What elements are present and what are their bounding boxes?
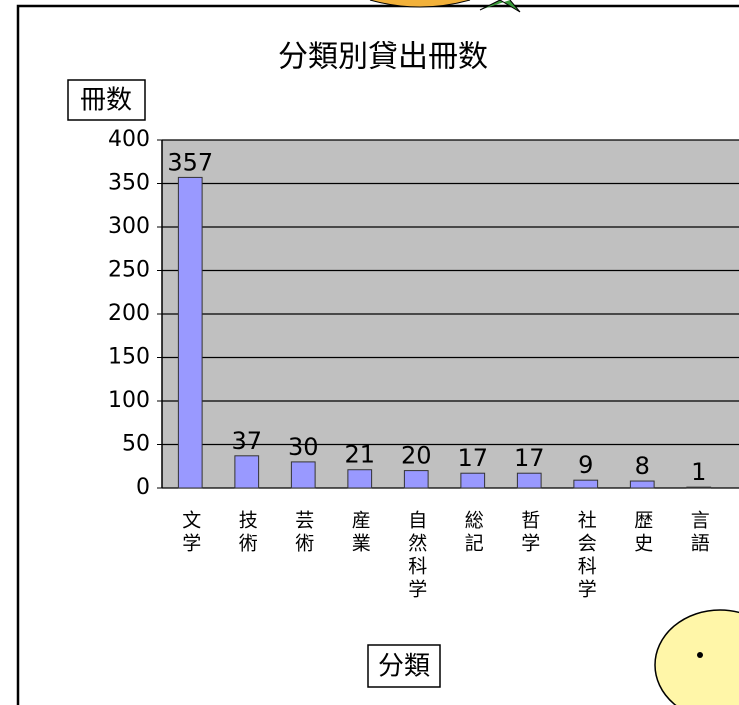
y-tick-label: 200	[108, 301, 150, 326]
chick-eye	[697, 652, 703, 658]
plot: 0 50 100 150 200 250 300 350 400 357 文学 37 技術 30 芸術 21 産…	[108, 127, 739, 602]
y-axis-label: 冊数	[80, 86, 132, 116]
data-label: 17	[514, 444, 545, 472]
data-label: 30	[288, 433, 319, 461]
leaf-decoration	[479, 0, 521, 13]
bar	[290, 461, 316, 489]
bar	[234, 455, 260, 489]
y-label-box	[67, 79, 146, 121]
data-label: 357	[167, 148, 213, 176]
carrot-decoration	[369, 0, 471, 8]
data-label: 21	[344, 441, 375, 469]
x-tick-label: 総記	[462, 510, 484, 556]
bar	[516, 472, 542, 489]
bar	[573, 479, 599, 489]
data-label: 17	[457, 444, 488, 472]
data-label: 8	[635, 452, 650, 480]
x-tick-label: 社会科学	[575, 510, 597, 602]
x-tick-label: 自然科学	[405, 510, 427, 602]
panel-border	[16, 4, 739, 705]
x-tick-label: 文学	[179, 510, 201, 556]
x-label-box	[367, 644, 441, 688]
data-label: 20	[401, 442, 432, 470]
y-tick-label: 400	[108, 127, 150, 152]
bar	[177, 176, 203, 489]
data-label: 9	[578, 451, 593, 479]
x-tick-label: 言語	[688, 510, 710, 556]
data-label: 1	[691, 458, 706, 486]
chart-title: 分類別貸出冊数	[278, 40, 488, 75]
x-tick-label: 技術	[236, 510, 258, 556]
x-tick-label: 歴史	[631, 510, 653, 556]
y-tick-label: 0	[136, 475, 150, 500]
bar	[403, 470, 429, 489]
y-tick-label: 250	[108, 258, 150, 283]
bar	[460, 472, 486, 489]
y-tick-label: 50	[122, 432, 150, 457]
bar	[686, 486, 712, 489]
bar	[347, 469, 373, 489]
data-label: 37	[231, 427, 262, 455]
chick-decoration	[654, 609, 739, 705]
y-tick-label: 100	[108, 388, 150, 413]
x-tick-label: 産業	[349, 510, 371, 556]
x-tick-label: 哲学	[518, 510, 540, 556]
y-tick-label: 350	[108, 171, 150, 196]
x-tick-label: 芸術	[292, 510, 314, 556]
y-tick-label: 150	[108, 345, 150, 370]
bar	[629, 480, 655, 489]
x-axis-label: 分類	[378, 652, 430, 682]
y-tick-label: 300	[108, 214, 150, 239]
